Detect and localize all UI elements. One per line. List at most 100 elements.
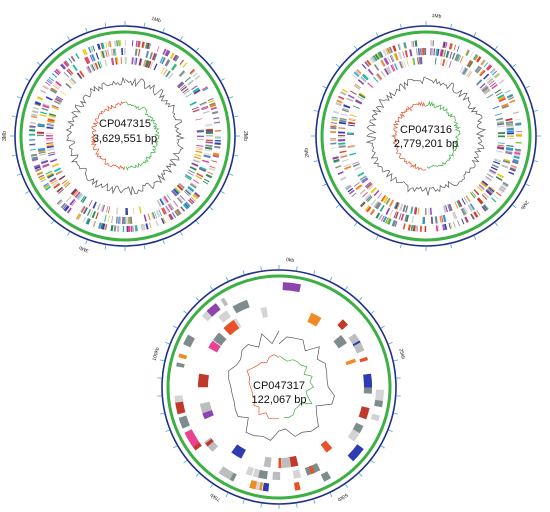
feature-block: [494, 74, 500, 79]
feature-block: [116, 40, 118, 47]
feature-block: [112, 48, 115, 56]
feature-block: [442, 58, 446, 67]
feature-block: [483, 192, 490, 199]
feature-block: [127, 225, 129, 232]
feature-block: [382, 49, 387, 56]
feature-block: [39, 153, 47, 156]
feature-block: [163, 195, 169, 203]
feature-block: [29, 143, 36, 146]
feature-block: [46, 122, 54, 125]
feature-block: [185, 174, 192, 180]
feature-block: [345, 184, 352, 190]
feature-block: [505, 149, 513, 153]
feature-block: [375, 389, 384, 402]
feature-block: [373, 201, 379, 208]
feature-block: [495, 176, 503, 181]
feature-block: [308, 465, 315, 475]
feature-block: [357, 96, 364, 101]
map-rings: 25kb 50kb 75kb 100kb 0kb: [152, 257, 406, 509]
feature-block: [400, 213, 405, 221]
feature-block: [486, 93, 494, 99]
feature-block: [179, 417, 190, 429]
feature-block: [506, 132, 514, 135]
map-size: 3,629,551 bp: [93, 133, 157, 145]
feature-block: [205, 438, 214, 447]
feature-block: [47, 148, 55, 152]
feature-block: [514, 148, 522, 152]
feature-block: [333, 160, 340, 164]
feature-block: [340, 113, 348, 117]
scale-tick: [313, 499, 316, 504]
genome-map-cp047315: 1Mb 2Mb 3Mb 3Mb CP047315 3,629,551 bp: [2, 16, 248, 253]
feature-block: [141, 223, 146, 231]
feature-block: [493, 72, 500, 79]
feature-block: [463, 207, 469, 214]
feature-block: [476, 185, 483, 192]
feature-block: [162, 196, 168, 204]
feature-block: [105, 41, 108, 48]
scale-tick: [393, 412, 399, 415]
feature-block: [30, 115, 38, 119]
feature-block: [205, 173, 213, 179]
feature-block: [168, 73, 174, 80]
feature-block: [430, 40, 433, 47]
feature-block: [381, 215, 385, 222]
feature-block: [34, 165, 41, 170]
feature-block: [50, 179, 58, 185]
feature-block: [130, 225, 133, 232]
scale-tick: [400, 244, 402, 249]
feature-block: [204, 152, 212, 155]
feature-block: [457, 220, 460, 227]
feature-block: [151, 53, 156, 61]
feature-block: [347, 132, 355, 134]
feature-block: [104, 214, 107, 222]
feature-block: [177, 196, 183, 203]
feature-block: [109, 41, 112, 48]
feature-block: [404, 214, 408, 222]
feature-block: [497, 135, 506, 138]
feature-block: [50, 158, 58, 163]
feature-block: [232, 299, 250, 314]
feature-block: [359, 175, 367, 181]
scale-tick: [16, 96, 21, 99]
feature-block: [208, 340, 221, 353]
feature-block: [320, 471, 332, 482]
feature-block: [116, 207, 119, 215]
feature-block: [347, 187, 354, 193]
feature-block: [353, 182, 360, 187]
feature-block: [330, 147, 337, 149]
feature-block: [462, 207, 467, 215]
feature-block: [503, 158, 511, 162]
feature-block: [514, 150, 521, 153]
feature-block: [466, 59, 472, 67]
feature-block: [442, 41, 445, 48]
feature-block: [171, 212, 176, 219]
feature-block: [496, 91, 503, 96]
feature-block: [463, 197, 468, 204]
feature-block: [505, 151, 513, 154]
feature-block: [512, 111, 520, 115]
feature-block: [171, 63, 177, 71]
feature-block: [496, 150, 504, 154]
feature-block: [385, 48, 389, 55]
feature-block: [338, 131, 346, 134]
feature-block: [77, 214, 82, 220]
feature-block: [36, 171, 44, 176]
feature-block: [437, 48, 440, 56]
feature-block: [87, 65, 92, 73]
feature-block: [183, 89, 190, 95]
feature-block: [121, 48, 124, 56]
feature-block: [370, 187, 377, 194]
map-title: CP047316: [400, 124, 452, 136]
feature-block: [485, 64, 492, 71]
feature-block: [194, 90, 201, 95]
feature-block: [480, 70, 486, 77]
feature-block: [348, 121, 356, 125]
feature-block: [394, 202, 399, 210]
feature-block: [176, 184, 184, 191]
feature-block: [138, 58, 142, 66]
feature-block: [497, 125, 505, 128]
feature-block: [353, 422, 364, 431]
feature-block: [196, 173, 204, 178]
feature-block: [465, 49, 470, 56]
